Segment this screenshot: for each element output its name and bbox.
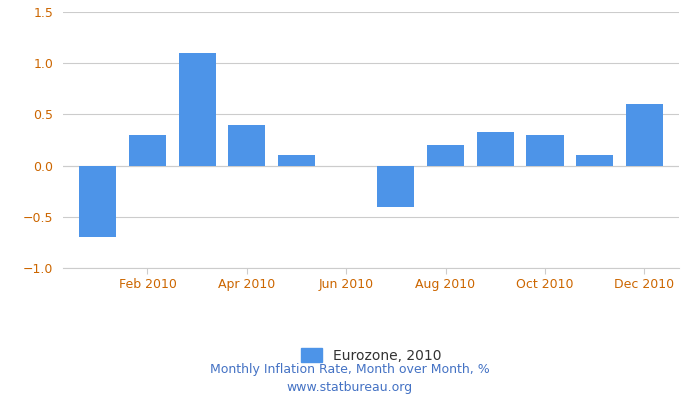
Bar	[626, 104, 663, 166]
Bar	[526, 135, 564, 166]
Bar	[129, 135, 166, 166]
Text: Monthly Inflation Rate, Month over Month, %: Monthly Inflation Rate, Month over Month…	[210, 364, 490, 376]
Bar	[79, 166, 116, 237]
Bar	[576, 155, 613, 166]
Bar	[178, 53, 216, 166]
Legend: Eurozone, 2010: Eurozone, 2010	[295, 343, 447, 368]
Bar	[477, 132, 514, 166]
Bar	[377, 166, 414, 206]
Bar	[278, 155, 315, 166]
Bar	[228, 125, 265, 166]
Text: www.statbureau.org: www.statbureau.org	[287, 382, 413, 394]
Bar	[427, 145, 464, 166]
